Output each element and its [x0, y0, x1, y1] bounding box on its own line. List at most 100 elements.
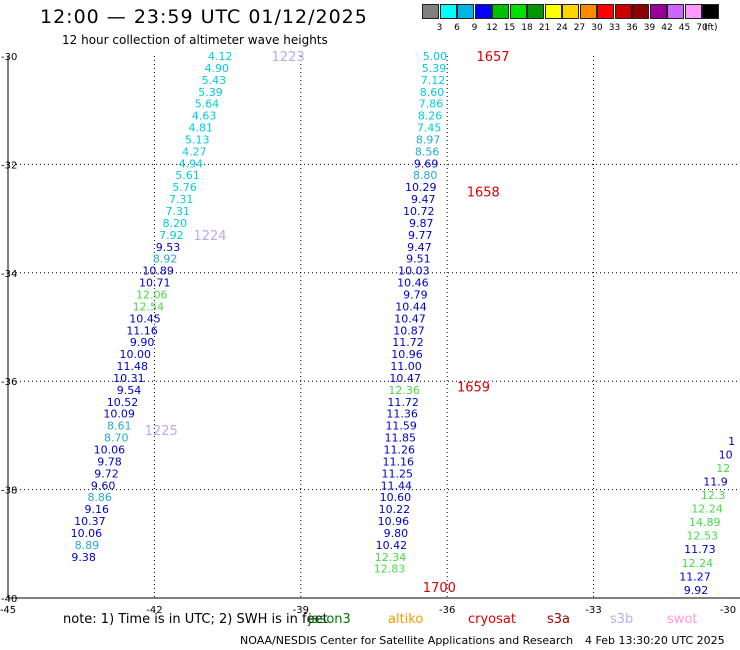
time-label: 1700 [423, 581, 456, 596]
satellite-legend-item: s3b [610, 612, 634, 627]
footer-organization: NOAA/NESDIS Center for Satellite Applica… [240, 634, 574, 647]
x-tick-label: -30 [720, 605, 736, 616]
legend-swatch [544, 4, 562, 19]
wave-height-point: 4.27 [182, 145, 207, 158]
wave-height-point: 12.53 [687, 530, 719, 543]
wave-height-point: 7.31 [166, 205, 191, 218]
time-label: 1658 [467, 186, 500, 201]
wave-height-point: 4.63 [192, 110, 217, 123]
legend-label: 6 [454, 23, 460, 33]
wave-height-point: 7.92 [159, 229, 184, 242]
wave-height-point: 9.79 [403, 288, 428, 301]
y-tick-label: -34 [1, 269, 17, 280]
wave-height-point: 5.13 [185, 133, 210, 146]
time-label: 1659 [457, 381, 490, 396]
wave-height-point: 10.89 [142, 265, 174, 278]
x-tick-label: -45 [0, 605, 16, 616]
wave-height-point: 9.87 [409, 217, 434, 230]
time-label: 1657 [476, 50, 509, 65]
legend-label: 42 [661, 23, 673, 33]
wave-height-point: 12.83 [374, 563, 406, 576]
x-tick-label: -36 [439, 605, 455, 616]
footer-note: note: 1) Time is in UTC; 2) SWH is in fe… [63, 612, 328, 627]
legend-unit: (ft) [704, 23, 718, 33]
wave-height-point: 9.90 [130, 336, 155, 349]
legend-label: 12 [486, 23, 498, 33]
footer-timestamp: 4 Feb 13:30:20 UTC 2025 [585, 634, 725, 647]
wave-height-point: 8.89 [75, 539, 100, 552]
y-tick-label: -30 [1, 52, 17, 63]
wave-height-point: 9.53 [156, 241, 181, 254]
wave-height-point: 11.26 [383, 443, 415, 456]
y-tick-label: -38 [1, 486, 17, 497]
wave-height-point: 12.24 [682, 557, 714, 570]
wave-height-point: 10.03 [398, 265, 430, 278]
time-label: 1223 [272, 50, 305, 65]
wave-height-point: 11.48 [117, 360, 149, 373]
wave-height-point: 11.85 [384, 432, 416, 445]
wave-height-point: 9.47 [411, 193, 436, 206]
wave-height-point: 11.00 [390, 360, 422, 373]
legend-label: 24 [556, 23, 568, 33]
wave-height-point: 12.36 [388, 384, 420, 397]
wave-height-point: 12.24 [691, 503, 723, 516]
wave-height-point: 12.06 [136, 288, 168, 301]
wave-height-point: 11.27 [679, 570, 711, 583]
wave-height-point: 12.54 [133, 300, 165, 313]
wave-height-point: 8.97 [416, 133, 441, 146]
wave-height-point: 8.61 [107, 420, 132, 433]
wave-height-point: 14.89 [689, 516, 721, 529]
wave-height-point: 8.92 [153, 253, 178, 266]
wave-height-point: 7.12 [421, 74, 446, 87]
wave-height-point: 5.39 [198, 86, 223, 99]
legend-swatch [527, 4, 544, 19]
wave-height-point: 11.72 [387, 396, 419, 409]
legend-swatch [422, 4, 439, 19]
wave-height-point: 9.78 [97, 455, 122, 468]
wave-height-point: 11.16 [126, 324, 158, 337]
wave-height-point: 9.69 [414, 157, 439, 170]
wave-height-point: 10.96 [378, 515, 410, 528]
wave-height-point: 10.42 [376, 539, 408, 552]
wave-height-point: 11.16 [383, 455, 415, 468]
wave-height-point: 9.54 [117, 384, 142, 397]
legend-swatch [597, 4, 614, 19]
wave-height-point: 11.72 [392, 336, 424, 349]
legend-label: 30 [591, 23, 603, 33]
wave-height-point: 9.16 [85, 503, 110, 516]
legend-label: 15 [503, 23, 516, 33]
wave-height-point: 4.90 [205, 62, 230, 75]
wave-height-point: 10.60 [380, 491, 412, 504]
wave-height-point: 12.34 [375, 551, 407, 564]
wave-height-point: 8.20 [163, 217, 188, 230]
legend-swatch [579, 4, 597, 19]
chart-subtitle: 12 hour collection of altimeter wave hei… [62, 33, 328, 47]
legend-label: 45 [678, 23, 691, 33]
wave-height-point: 11.9 [703, 475, 728, 488]
legend-label: 18 [521, 23, 533, 33]
wave-height-point: 7.86 [419, 98, 444, 111]
wave-height-point: 4.81 [188, 122, 213, 135]
wave-height-point: 5.39 [422, 62, 447, 75]
wave-height-point: 10.06 [94, 443, 126, 456]
wave-height-point: 10.44 [395, 300, 427, 313]
satellite-legend-item: s3a [547, 612, 571, 627]
wave-height-point: 7.31 [169, 193, 194, 206]
wave-height-point: 5.76 [172, 181, 197, 194]
chart-title: 12:00 — 23:59 UTC 01/12/2025 [40, 6, 368, 28]
x-tick-label: -42 [146, 605, 162, 616]
legend-label: 21 [538, 23, 551, 33]
time-label: 1225 [145, 424, 178, 439]
y-tick-label: -40 [1, 594, 17, 605]
wave-height-point: 8.26 [418, 110, 443, 123]
time-label: 1224 [193, 229, 226, 244]
wave-height-point: 9.72 [94, 467, 119, 480]
legend-swatch [562, 4, 579, 19]
wave-height-point: 11.44 [381, 479, 413, 492]
legend-label: 9 [471, 23, 478, 33]
legend-label: 39 [643, 23, 656, 33]
wave-height-point: 11.59 [385, 420, 417, 433]
wave-height-point: 8.56 [415, 145, 440, 158]
wave-height-point: 7.45 [417, 122, 442, 135]
